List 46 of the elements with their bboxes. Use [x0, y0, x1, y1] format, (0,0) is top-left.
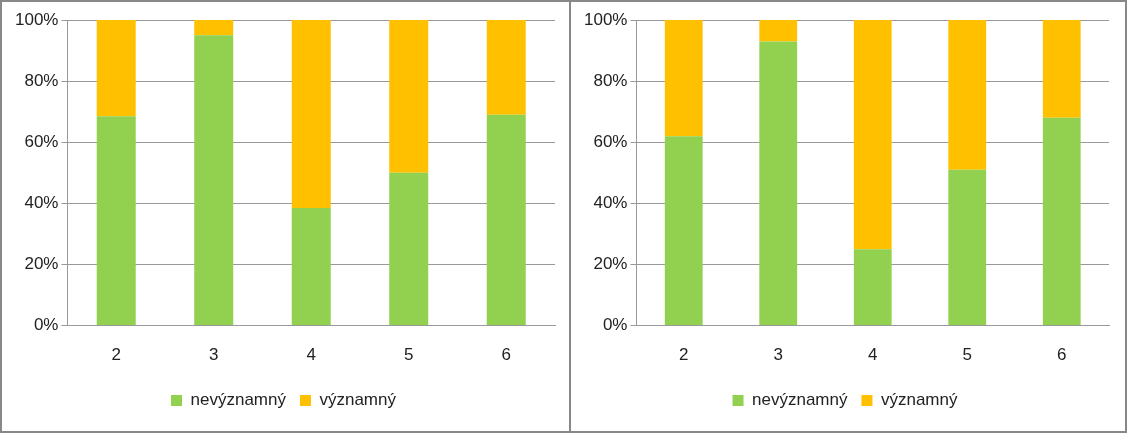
x-tick-label: 3: [773, 345, 783, 365]
x-tick-label: 4: [306, 345, 316, 365]
bar: [759, 41, 798, 326]
y-tick-label: 0%: [602, 315, 628, 335]
bar: [1042, 20, 1081, 118]
bar: [759, 20, 798, 42]
y-tick-label: 20%: [24, 254, 59, 274]
legend-label: nevýznamný: [190, 390, 287, 410]
bar: [853, 20, 892, 250]
bar: [96, 20, 136, 117]
y-tick-label: 20%: [593, 254, 628, 274]
bar: [486, 114, 526, 326]
y-tick-label: 40%: [24, 193, 59, 213]
x-tick-label: 5: [962, 345, 972, 365]
legend-label: významný: [880, 390, 958, 410]
bar: [291, 207, 331, 326]
bar: [389, 20, 429, 173]
x-tick-label: 3: [209, 345, 219, 365]
bar: [194, 20, 234, 36]
x-tick-label: 2: [679, 345, 689, 365]
x-tick-label: 6: [1057, 345, 1067, 365]
bar: [948, 169, 987, 326]
y-tick-label: 60%: [593, 131, 628, 151]
bar: [96, 116, 136, 326]
y-tick-label: 0%: [33, 315, 59, 335]
y-tick-label: 80%: [24, 70, 59, 90]
y-tick-label: 80%: [593, 70, 628, 90]
x-tick-label: 2: [111, 345, 121, 365]
bar: [948, 20, 987, 170]
legend-label: významný: [319, 390, 397, 410]
y-tick-label: 40%: [593, 193, 628, 213]
bar: [1042, 117, 1081, 326]
bar: [389, 172, 429, 326]
y-tick-label: 100%: [584, 9, 628, 29]
bar: [194, 35, 234, 326]
y-tick-label: 60%: [24, 131, 59, 151]
x-tick-label: 4: [868, 345, 878, 365]
bar: [486, 20, 526, 115]
bar: [291, 20, 331, 208]
x-tick-label: 6: [501, 345, 511, 365]
bar: [853, 249, 892, 326]
x-tick-label: 5: [404, 345, 414, 365]
y-tick-label: 100%: [15, 9, 59, 29]
legend-label: nevýznamný: [752, 390, 848, 410]
bar: [664, 20, 703, 137]
bar: [664, 136, 703, 326]
